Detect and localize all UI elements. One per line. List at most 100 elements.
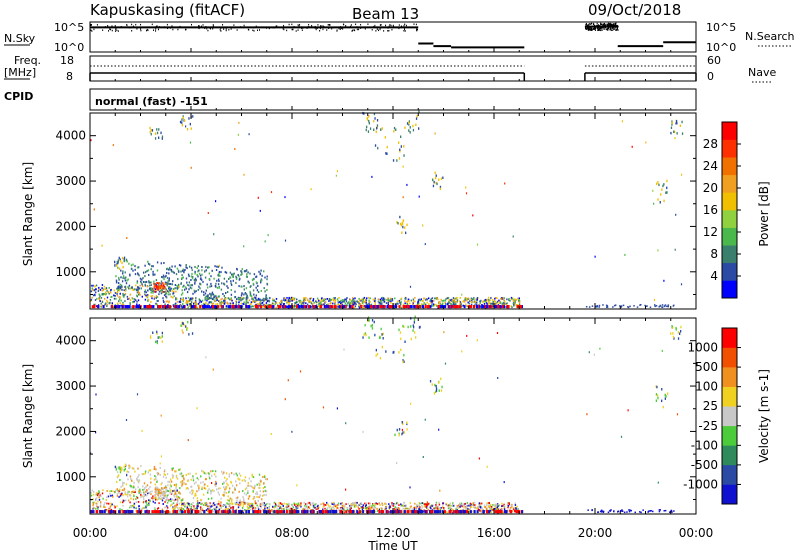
heatmap-cell xyxy=(122,494,124,497)
heatmap-cell xyxy=(515,299,518,301)
heatmap-cell xyxy=(130,497,132,500)
heatmap-cell xyxy=(476,305,478,309)
heatmap-cell xyxy=(143,305,146,309)
heatmap-cell xyxy=(129,287,131,290)
heatmap-cell xyxy=(226,502,228,505)
heatmap-cell xyxy=(338,301,340,304)
heatmap-cell xyxy=(675,120,678,123)
nsky-point xyxy=(352,29,354,32)
heatmap-cell xyxy=(467,301,469,304)
heatmap-cell xyxy=(495,503,497,506)
heatmap-cell xyxy=(171,503,173,505)
nsky-point xyxy=(611,24,613,27)
nsky-point xyxy=(253,26,255,29)
heatmap-cell xyxy=(464,502,467,505)
heatmap-cell xyxy=(192,292,194,295)
heatmap-cell xyxy=(487,505,490,508)
heatmap-cell xyxy=(256,483,258,486)
heatmap-cell xyxy=(480,505,482,508)
heatmap-cell xyxy=(155,291,157,293)
heatmap-cell xyxy=(219,487,221,490)
colorbar-tick-label: 28 xyxy=(703,137,718,151)
heatmap-cell xyxy=(186,284,189,286)
heatmap-cell xyxy=(309,510,312,514)
heatmap-cell xyxy=(312,510,315,514)
heatmap-cell xyxy=(161,137,163,140)
heatmap-cell xyxy=(402,165,404,168)
heatmap-cell xyxy=(162,286,164,289)
heatmap-cell xyxy=(100,305,103,308)
heatmap-cell xyxy=(517,297,519,300)
heatmap-cell xyxy=(92,498,94,501)
heatmap-cell xyxy=(165,300,167,303)
heatmap-cell xyxy=(150,284,152,286)
heatmap-cell xyxy=(110,508,113,511)
heatmap-cell xyxy=(349,504,351,507)
heatmap-cell xyxy=(383,300,385,303)
nsky-point xyxy=(111,29,113,32)
heatmap-cell xyxy=(359,510,361,514)
heatmap-cell xyxy=(166,501,169,504)
heatmap-cell xyxy=(206,297,208,300)
nsky-point xyxy=(283,28,285,31)
nsky-point xyxy=(298,25,300,27)
nsky-point xyxy=(393,25,395,28)
nsky-point xyxy=(591,29,593,31)
heatmap-cell xyxy=(412,303,414,306)
heatmap-cell xyxy=(240,270,243,273)
nsky-point xyxy=(615,29,617,31)
heatmap-cell xyxy=(314,506,316,509)
heatmap-cell xyxy=(242,302,244,305)
heatmap-cell xyxy=(131,506,133,509)
heatmap-cell xyxy=(165,288,168,291)
heatmap-cell xyxy=(261,279,263,282)
heatmap-cell xyxy=(236,298,238,300)
heatmap-cell xyxy=(252,505,254,507)
heatmap-cell xyxy=(295,503,297,505)
heatmap-cell xyxy=(170,270,173,273)
heatmap-cell xyxy=(252,507,254,509)
heatmap-cell xyxy=(140,508,142,511)
heatmap-cell xyxy=(416,115,418,118)
heatmap-cell xyxy=(145,271,147,274)
heatmap-cell xyxy=(223,299,225,302)
heatmap-cell xyxy=(219,504,222,507)
heatmap-cell xyxy=(245,293,248,296)
heatmap-cell xyxy=(436,297,438,299)
heatmap-cell xyxy=(654,305,656,308)
heatmap-cell xyxy=(400,306,403,309)
heatmap-cell xyxy=(221,266,223,269)
heatmap-cell xyxy=(211,474,213,477)
heatmap-cell xyxy=(435,303,437,306)
heatmap-cell xyxy=(498,504,500,507)
heatmap-cell xyxy=(260,506,262,509)
heatmap-cell xyxy=(114,264,116,267)
heatmap-cell xyxy=(173,291,175,293)
heatmap-cell xyxy=(510,298,513,301)
nsky-point xyxy=(614,22,616,25)
nsky-point xyxy=(612,26,614,29)
nsky-point xyxy=(608,24,610,27)
heatmap-cell xyxy=(203,291,205,294)
heatmap-cell xyxy=(401,221,403,225)
heatmap-cell xyxy=(456,297,458,300)
heatmap-cell xyxy=(227,286,229,289)
heatmap-cell xyxy=(216,265,218,268)
heatmap-cell xyxy=(499,508,501,511)
heatmap-cell xyxy=(245,299,248,302)
nsky-point xyxy=(585,27,587,29)
heatmap-cell xyxy=(133,503,135,506)
heatmap-cell xyxy=(163,287,165,290)
heatmap-cell xyxy=(296,301,298,303)
heatmap-cell xyxy=(308,510,311,513)
nsky-point xyxy=(614,28,616,30)
heatmap-cell xyxy=(147,260,149,263)
heatmap-cell xyxy=(457,510,460,514)
heatmap-cell xyxy=(361,298,363,301)
heatmap-cell xyxy=(131,286,133,289)
heatmap-cell xyxy=(180,293,183,296)
heatmap-cell xyxy=(308,507,311,509)
heatmap-cell xyxy=(388,503,390,505)
heatmap-cell xyxy=(252,497,254,500)
heatmap-cell xyxy=(378,304,380,307)
